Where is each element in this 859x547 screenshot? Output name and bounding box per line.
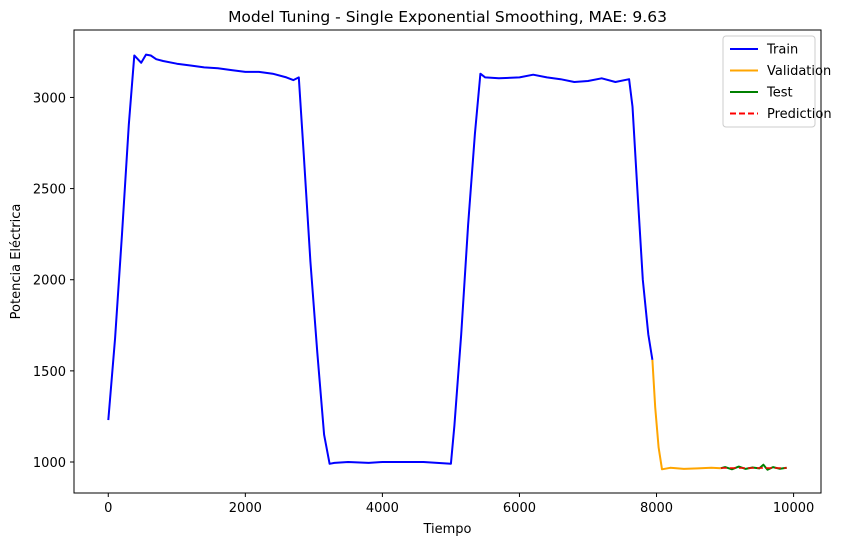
legend-box bbox=[722, 35, 816, 128]
legend-label-test: Test bbox=[766, 86, 793, 101]
y-axis-label: Potencia Eléctrica bbox=[9, 204, 24, 320]
series-line-train bbox=[107, 53, 654, 465]
x-tick-label: 4000 bbox=[366, 501, 399, 516]
x-tick-label: 0 bbox=[104, 501, 112, 516]
y-tick-label: 2000 bbox=[33, 274, 66, 289]
y-tick-label: 1000 bbox=[33, 456, 66, 471]
y-tick-label: 2500 bbox=[33, 183, 66, 198]
legend: Train Validation Test Prediction bbox=[722, 35, 832, 128]
legend-label-prediction: Prediction bbox=[767, 107, 832, 122]
x-tick-label: 6000 bbox=[503, 501, 536, 516]
x-axis-label: Tiempo bbox=[422, 522, 471, 537]
series-line-validation bbox=[651, 359, 721, 471]
y-tick-label: 1500 bbox=[33, 365, 66, 380]
chart-title: Model Tuning - Single Exponential Smooth… bbox=[228, 8, 667, 26]
plot-frame bbox=[73, 29, 822, 494]
x-tick-label: 2000 bbox=[229, 501, 262, 516]
x-tick-label: 10000 bbox=[773, 501, 814, 516]
x-tick-label: 8000 bbox=[640, 501, 673, 516]
series-line-test bbox=[720, 463, 787, 471]
series-layer bbox=[107, 53, 787, 471]
axes-layer: 0 2000 4000 6000 8000 10000 1000 1500 2000 2500 30… bbox=[33, 29, 822, 516]
y-tick-label: 3000 bbox=[33, 91, 66, 106]
legend-label-validation: Validation bbox=[767, 64, 831, 79]
legend-label-train: Train bbox=[766, 43, 798, 58]
